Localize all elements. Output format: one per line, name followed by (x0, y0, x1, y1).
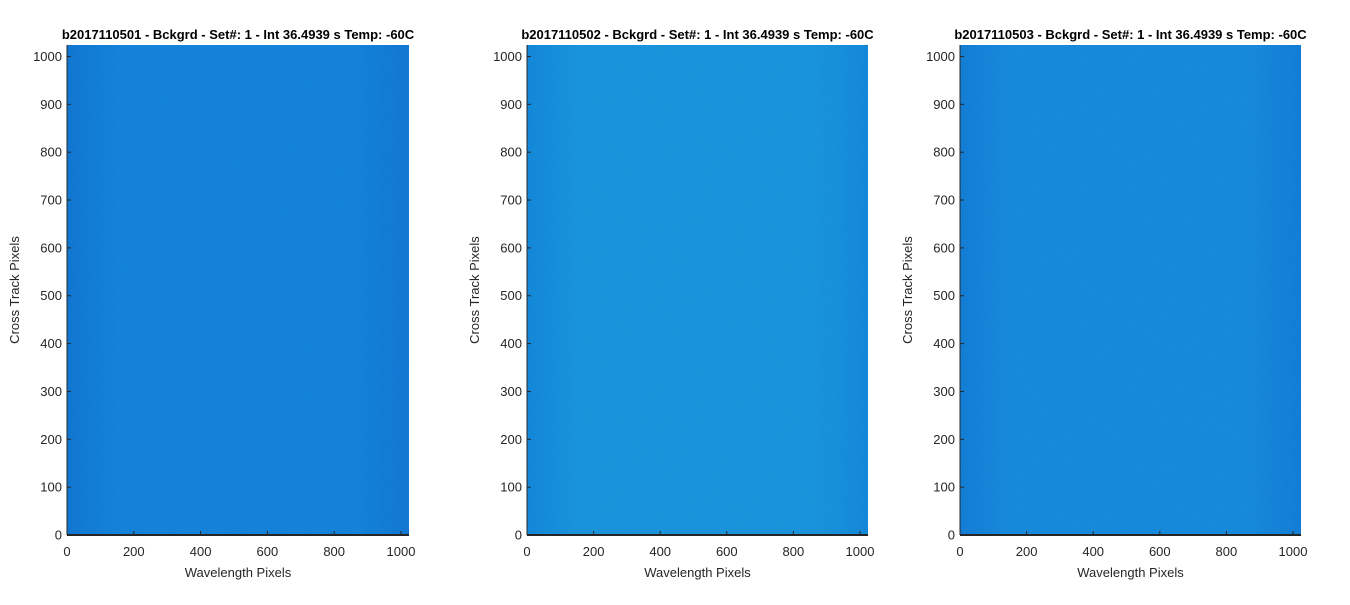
chart-panel-3: b2017110503 - Bckgrd - Set#: 1 - Int 36.… (900, 27, 1307, 580)
y-tick-label: 1000 (926, 49, 955, 64)
y-tick-label: 300 (40, 384, 62, 399)
y-tick-label: 0 (515, 528, 522, 543)
x-tick-label: 400 (1082, 544, 1104, 559)
x-tick-label: 400 (649, 544, 671, 559)
y-tick-label: 400 (933, 336, 955, 351)
x-tick-label: 800 (783, 544, 805, 559)
y-tick-label: 800 (500, 145, 522, 160)
x-tick-label: 200 (123, 544, 145, 559)
y-axis-label: Cross Track Pixels (900, 236, 915, 344)
x-tick-label: 400 (190, 544, 212, 559)
y-tick-label: 400 (40, 336, 62, 351)
y-tick-label: 300 (500, 384, 522, 399)
y-tick-label: 700 (933, 193, 955, 208)
y-tick-label: 1000 (493, 49, 522, 64)
chart-title: b2017110503 - Bckgrd - Set#: 1 - Int 36.… (954, 27, 1307, 42)
x-tick-label: 1000 (387, 544, 416, 559)
y-tick-label: 600 (40, 240, 62, 255)
y-tick-label: 500 (40, 288, 62, 303)
x-tick-label: 200 (583, 544, 605, 559)
y-tick-label: 100 (933, 480, 955, 495)
x-axis-label: Wavelength Pixels (1077, 565, 1184, 580)
y-tick-label: 0 (948, 528, 955, 543)
x-axis-label: Wavelength Pixels (185, 565, 292, 580)
chart-title: b2017110502 - Bckgrd - Set#: 1 - Int 36.… (521, 27, 874, 42)
y-tick-label: 100 (500, 480, 522, 495)
chart-panel-2: b2017110502 - Bckgrd - Set#: 1 - Int 36.… (467, 27, 874, 580)
y-axis-label: Cross Track Pixels (7, 236, 22, 344)
y-tick-label: 700 (500, 193, 522, 208)
chart-title: b2017110501 - Bckgrd - Set#: 1 - Int 36.… (62, 27, 415, 42)
y-tick-label: 100 (40, 480, 62, 495)
y-tick-label: 400 (500, 336, 522, 351)
x-tick-label: 800 (323, 544, 345, 559)
x-tick-label: 600 (716, 544, 738, 559)
y-tick-label: 900 (40, 97, 62, 112)
y-tick-label: 500 (933, 288, 955, 303)
x-tick-label: 200 (1016, 544, 1038, 559)
x-tick-label: 600 (1149, 544, 1171, 559)
x-tick-label: 0 (63, 544, 70, 559)
y-tick-label: 200 (40, 432, 62, 447)
y-tick-label: 600 (500, 240, 522, 255)
x-tick-label: 0 (523, 544, 530, 559)
heatmap-noise (960, 45, 1301, 535)
chart-panel-1: b2017110501 - Bckgrd - Set#: 1 - Int 36.… (7, 27, 415, 580)
y-tick-label: 800 (40, 145, 62, 160)
heatmap-noise (67, 45, 409, 535)
y-tick-label: 900 (933, 97, 955, 112)
y-tick-label: 1000 (33, 49, 62, 64)
y-tick-label: 0 (55, 528, 62, 543)
y-axis-label: Cross Track Pixels (467, 236, 482, 344)
y-tick-label: 900 (500, 97, 522, 112)
y-tick-label: 600 (933, 240, 955, 255)
heatmap-noise (527, 45, 868, 535)
y-tick-label: 500 (500, 288, 522, 303)
y-tick-label: 700 (40, 193, 62, 208)
y-tick-label: 200 (933, 432, 955, 447)
x-tick-label: 1000 (1279, 544, 1308, 559)
x-axis-label: Wavelength Pixels (644, 565, 751, 580)
x-tick-label: 1000 (846, 544, 875, 559)
y-tick-label: 300 (933, 384, 955, 399)
x-tick-label: 800 (1216, 544, 1238, 559)
x-tick-label: 600 (257, 544, 279, 559)
x-tick-label: 0 (956, 544, 963, 559)
y-tick-label: 800 (933, 145, 955, 160)
y-tick-label: 200 (500, 432, 522, 447)
